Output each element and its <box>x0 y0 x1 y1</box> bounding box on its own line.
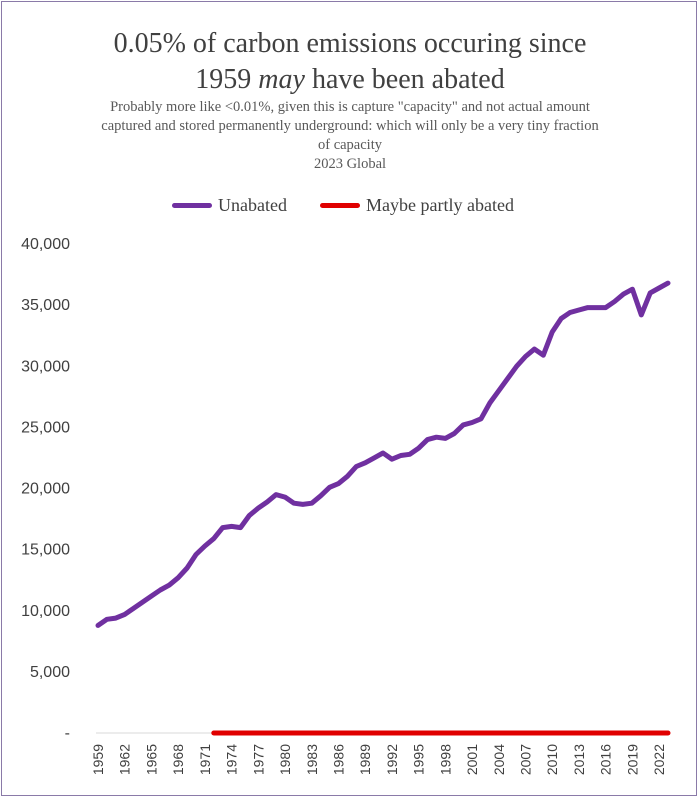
x-tick-label: 2013 <box>571 744 587 775</box>
series-line-unabated <box>95 280 671 628</box>
legend-swatch-unabated <box>172 202 212 208</box>
y-tick-label: 35,000 <box>21 297 70 314</box>
y-tick-label: 15,000 <box>21 542 70 559</box>
x-tick-label: 1974 <box>224 744 240 775</box>
title-line-2-prefix: 1959 <box>195 64 259 95</box>
legend: Unabated Maybe partly abated <box>0 193 700 217</box>
y-tick-label: 30,000 <box>21 358 70 375</box>
x-tick-label: 1971 <box>197 744 213 775</box>
chart-title-line-1: 0.05% of carbon emissions occuring since <box>113 28 587 59</box>
y-tick-label: 5,000 <box>30 664 70 681</box>
x-tick-label: 1983 <box>304 744 320 775</box>
legend-item-unabated: Unabated <box>172 193 287 217</box>
x-tick-label: 1998 <box>437 744 453 775</box>
x-tick-label: 1962 <box>117 744 133 775</box>
title-line-2-suffix: have been abated <box>304 64 505 95</box>
x-tick-label: 1995 <box>411 744 427 775</box>
x-tick-label: 1968 <box>170 744 186 775</box>
x-tick-label: 1965 <box>143 744 159 775</box>
x-tick-label: 1977 <box>250 744 266 775</box>
chart-title-line-2: 1959 may have been abated <box>0 62 700 98</box>
x-tick-label: 2004 <box>491 744 507 775</box>
x-tick-label: 2022 <box>651 744 667 775</box>
legend-item-abated: Maybe partly abated <box>320 193 514 217</box>
subtitle-line-4: 2023 Global <box>313 156 387 172</box>
y-tick-label: 10,000 <box>21 603 70 620</box>
y-tick-label: 20,000 <box>21 481 70 498</box>
subtitle-line-1: Probably more like <0.01%, given this is… <box>110 99 590 115</box>
x-tick-label: 2007 <box>518 744 534 775</box>
legend-swatch-abated <box>320 202 360 208</box>
title-emphasis: may <box>258 64 305 95</box>
legend-label-unabated: Unabated <box>218 194 287 215</box>
x-tick-label: 2001 <box>464 744 480 775</box>
y-tick-label: 25,000 <box>21 419 70 436</box>
x-tick-label: 1992 <box>384 744 400 775</box>
y-tick-label: - <box>65 725 70 742</box>
x-tick-label: 1959 <box>90 744 106 775</box>
subtitle-line-2: captured and stored permanently undergro… <box>101 118 599 134</box>
y-tick-label: 40,000 <box>21 236 70 253</box>
legend-label-abated: Maybe partly abated <box>366 194 514 215</box>
x-tick-label: 2010 <box>544 744 560 775</box>
x-tick-label: 1980 <box>277 744 293 775</box>
x-tick-label: 1989 <box>357 744 373 775</box>
x-tick-label: 2016 <box>598 744 614 775</box>
x-tick-label: 1986 <box>330 744 346 775</box>
x-tick-label: 2019 <box>624 744 640 775</box>
subtitle-line-3: of capacity <box>317 137 382 153</box>
